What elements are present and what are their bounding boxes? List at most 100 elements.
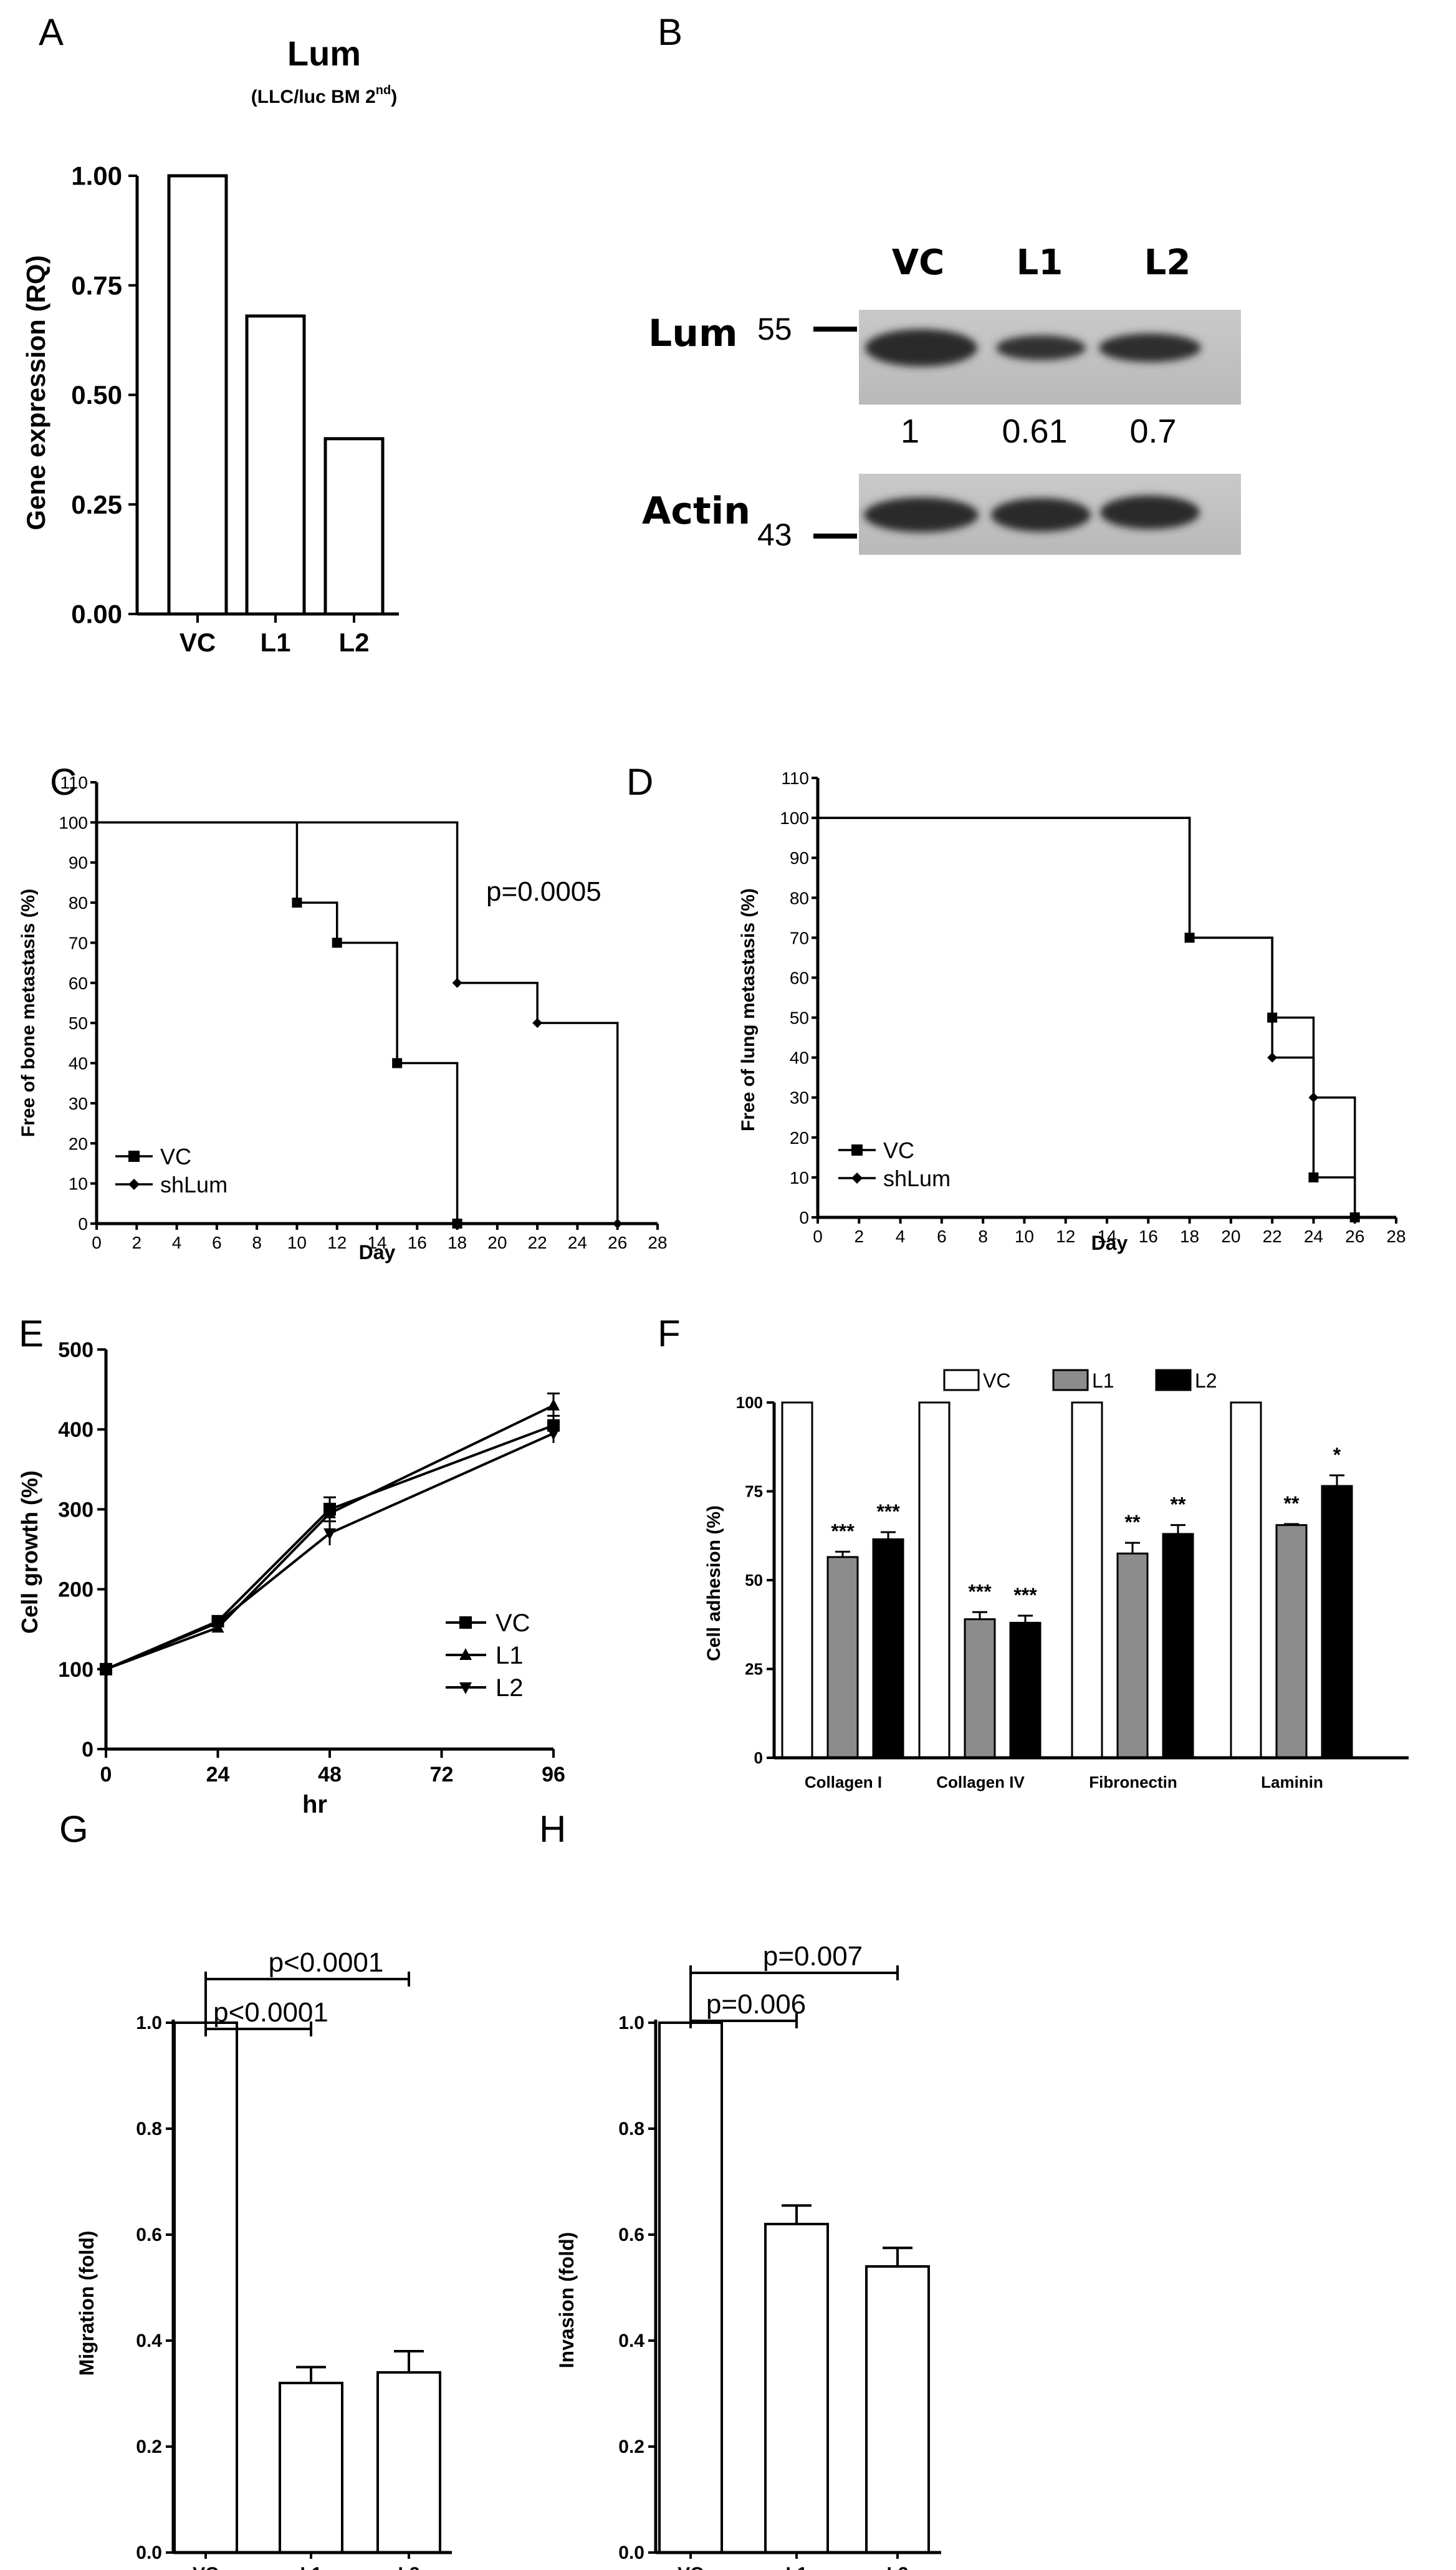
comparison-p-value: p<0.0001: [213, 1997, 328, 2028]
y-tick-label: 75: [745, 1482, 763, 1501]
legend-swatch-l2: [1155, 1369, 1192, 1391]
panel-d-x-axis-label: Day: [1091, 1232, 1128, 1254]
x-tick-label: Fibronectin: [1089, 1773, 1177, 1791]
bar-l1-collagen-iv: [964, 1618, 996, 1759]
y-tick-label: 10: [790, 1168, 809, 1187]
bar-vc-laminin: [1230, 1401, 1262, 1759]
bar-l2: [323, 437, 385, 616]
y-tick-label: 0.25: [71, 490, 122, 519]
y-tick-label: 0.0: [136, 2543, 162, 2563]
y-tick-label: 80: [69, 893, 88, 913]
series-point-shlum: [532, 1018, 543, 1028]
panel-label-b: B: [658, 11, 682, 53]
x-tick-label: 72: [430, 1763, 454, 1786]
blot-band-actin-l2: [1100, 496, 1200, 529]
legend-label-vc: VC: [883, 1138, 914, 1163]
y-tick-label: 100: [780, 808, 809, 828]
panel-e-x-axis-label: hr: [302, 1791, 327, 1818]
significance-label: **: [1284, 1492, 1300, 1515]
blot-lane-l1: L1: [1017, 242, 1063, 283]
y-tick-label: 0.50: [71, 380, 122, 410]
x-tick-label: 10: [1015, 1227, 1034, 1246]
blot-quant-vc: 1: [901, 413, 919, 450]
y-tick-label: 80: [790, 888, 809, 908]
x-tick-label: 96: [542, 1763, 565, 1786]
bar-l2: [376, 2371, 441, 2554]
x-tick-label: 2: [132, 1233, 141, 1252]
x-tick-label: 6: [937, 1227, 947, 1246]
y-tick-label: 0.2: [618, 2437, 644, 2457]
y-tick-label: 100: [736, 1393, 763, 1412]
y-tick-label: 60: [790, 968, 809, 987]
x-tick-label: 24: [1304, 1227, 1323, 1246]
panel-c-x-axis-label: Day: [359, 1241, 396, 1263]
x-tick-label: 8: [252, 1233, 262, 1252]
legend-marker-vc: [851, 1144, 863, 1156]
x-tick-label: 0: [813, 1227, 823, 1246]
x-tick-label: Collagen I: [805, 1773, 882, 1791]
legend-label-l1: L1: [496, 1642, 524, 1669]
y-tick-label: 25: [745, 1660, 763, 1679]
bar-vc-collagen-iv: [918, 1401, 951, 1759]
series-line-shlum: [97, 821, 619, 1224]
y-tick-label: 0: [78, 1214, 88, 1234]
y-tick-label: 50: [69, 1014, 88, 1033]
series-point-vc: [1308, 1172, 1319, 1182]
y-tick-label: 0: [82, 1738, 93, 1762]
x-tick-label: 12: [1056, 1227, 1075, 1246]
x-tick-label: 18: [1180, 1227, 1199, 1246]
y-tick-label: 0.00: [71, 600, 122, 629]
x-tick-label: 24: [568, 1233, 587, 1252]
x-tick-label: 8: [978, 1227, 988, 1246]
x-tick-label: 28: [1386, 1227, 1406, 1246]
legend-label-shlum: shLum: [883, 1166, 951, 1191]
y-tick-label: 20: [69, 1134, 88, 1153]
x-tick-label: Collagen IV: [936, 1773, 1025, 1791]
x-tick-label: 20: [487, 1233, 507, 1252]
y-tick-label: 40: [69, 1054, 88, 1073]
bar-vc-collagen-i: [781, 1401, 813, 1759]
legend-label-l2: L2: [496, 1674, 524, 1702]
series-point-l1: [323, 1506, 336, 1518]
panel-c-y-axis-label: Free of bone metastasis (%): [18, 889, 39, 1137]
legend-label-vc: VC: [983, 1369, 1010, 1392]
x-tick-label: 0: [92, 1233, 102, 1252]
y-tick-label: 0.0: [618, 2543, 644, 2563]
bar-l2-collagen-i: [872, 1538, 904, 1759]
legend-swatch-l1: [1052, 1369, 1089, 1391]
blot-lane-vc: VC: [892, 242, 944, 283]
x-tick-label: 4: [172, 1233, 182, 1252]
panel-label-h: H: [539, 1808, 566, 1850]
bar-l1: [245, 314, 306, 616]
y-tick-label: 500: [58, 1338, 93, 1362]
x-tick-label: 22: [1263, 1227, 1282, 1246]
panel-a-bar-chart: Lum (LLC/luc BM 2nd) Gene expression (RQ…: [21, 34, 399, 657]
blot-band-actin-vc: [864, 497, 979, 532]
legend-marker-shlum: [128, 1179, 140, 1190]
x-tick-label: 48: [318, 1763, 342, 1786]
x-tick-label: L1: [785, 2564, 807, 2570]
x-tick-label: VC: [678, 2564, 704, 2570]
series-line-vc: [97, 821, 459, 1224]
panel-g-y-axis-label: Migration (fold): [75, 2231, 98, 2376]
x-tick-label: 16: [1139, 1227, 1158, 1246]
blot-quant-l2: 0.7: [1129, 413, 1176, 450]
x-tick-label: VC: [193, 2564, 219, 2570]
y-tick-label: 50: [745, 1571, 763, 1589]
legend-swatch-vc: [943, 1369, 980, 1391]
significance-label: ***: [968, 1580, 992, 1603]
series-point-l1: [547, 1398, 560, 1411]
y-tick-label: 30: [790, 1088, 809, 1108]
significance-label: ***: [1013, 1584, 1037, 1606]
y-tick-label: 300: [58, 1498, 93, 1522]
series-point-l2: [323, 1528, 336, 1540]
bar-l1: [279, 2382, 343, 2554]
significance-label: *: [1333, 1444, 1341, 1466]
x-tick-label: L1: [260, 628, 290, 657]
x-tick-label: L1: [300, 2564, 322, 2570]
y-tick-label: 110: [60, 773, 88, 792]
y-tick-label: 70: [790, 928, 809, 947]
blot-lane-l2: L2: [1144, 242, 1191, 283]
